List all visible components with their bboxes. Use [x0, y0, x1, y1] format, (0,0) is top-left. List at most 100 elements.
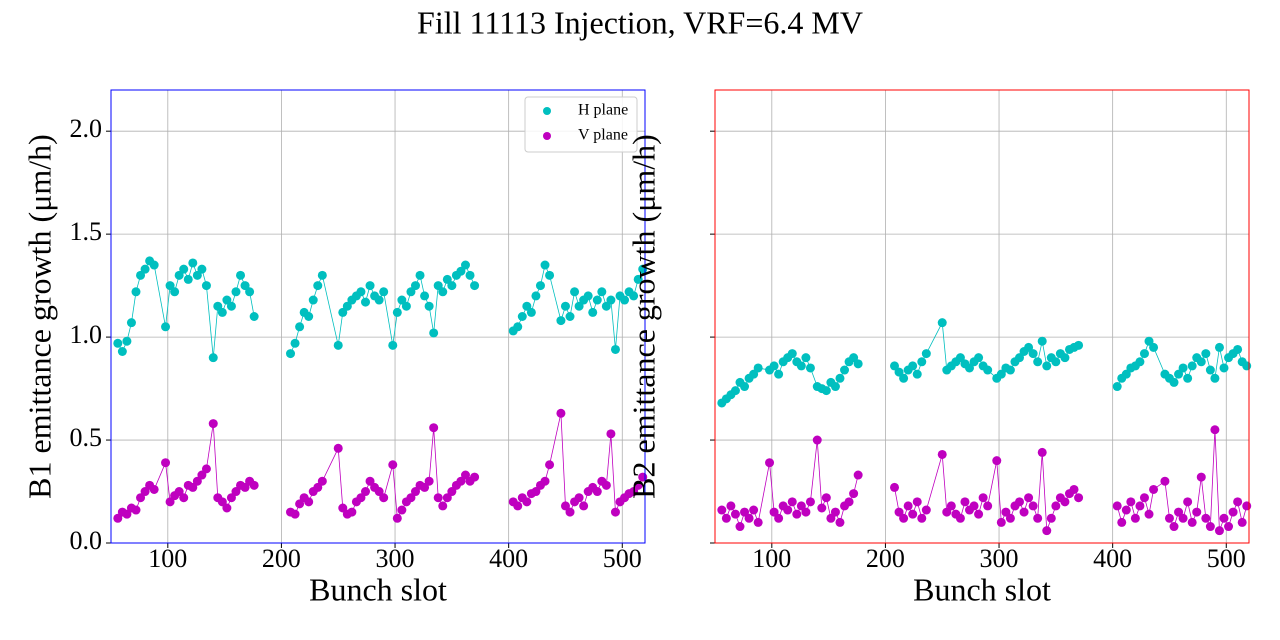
data-point — [540, 476, 550, 486]
data-point — [226, 301, 236, 311]
data-point — [1139, 493, 1149, 503]
data-point — [1028, 501, 1038, 511]
data-point — [592, 487, 602, 497]
data-point — [522, 497, 532, 507]
data-point — [365, 281, 375, 291]
data-point — [165, 497, 175, 507]
data-point — [379, 493, 389, 503]
data-point — [1060, 353, 1070, 363]
data-point — [213, 301, 223, 311]
data-point — [1169, 377, 1179, 387]
data-point — [317, 270, 327, 280]
data-point — [438, 501, 448, 511]
x-tick-label: 300 — [980, 544, 1019, 573]
data-point — [401, 301, 411, 311]
data-point — [1028, 349, 1038, 359]
data-point — [1033, 357, 1043, 367]
legend-label: V plane — [578, 127, 628, 144]
data-point — [583, 291, 593, 301]
data-point — [908, 361, 918, 371]
data-point — [140, 264, 150, 274]
data-point — [249, 480, 259, 490]
data-point — [149, 484, 159, 494]
data-point — [136, 270, 146, 280]
data-point — [974, 353, 984, 363]
data-point — [1219, 363, 1229, 373]
data-point — [765, 458, 775, 468]
data-point — [749, 505, 759, 515]
data-point — [812, 435, 822, 445]
data-point — [1169, 522, 1179, 532]
data-point — [890, 361, 900, 371]
data-point — [174, 270, 184, 280]
data-point — [1174, 369, 1184, 379]
data-point — [1196, 357, 1206, 367]
legend-box — [524, 96, 638, 153]
data-point — [456, 476, 466, 486]
data-point — [188, 482, 198, 492]
legend-marker — [543, 132, 551, 140]
data-point — [629, 487, 639, 497]
data-point — [1060, 497, 1070, 507]
data-point — [356, 287, 366, 297]
data-point — [456, 266, 466, 276]
data-point — [1201, 349, 1211, 359]
data-point — [744, 513, 754, 523]
data-point — [1033, 513, 1043, 523]
data-point — [197, 470, 207, 480]
data-point — [853, 359, 863, 369]
data-point — [397, 295, 407, 305]
data-point — [545, 270, 555, 280]
legend-marker — [543, 107, 551, 115]
data-point — [361, 487, 371, 497]
data-point — [1233, 344, 1243, 354]
data-point — [338, 307, 348, 317]
data-point — [140, 487, 150, 497]
data-point — [1242, 501, 1252, 511]
data-point — [740, 382, 750, 392]
data-point — [597, 287, 607, 297]
data-point — [849, 489, 859, 499]
y-tick-label: 2.0 — [70, 114, 103, 143]
x-tick-label: 100 — [148, 544, 187, 573]
data-point — [1205, 522, 1215, 532]
data-point — [1144, 509, 1154, 519]
data-point — [179, 264, 189, 274]
data-point — [1219, 513, 1229, 523]
data-point — [853, 470, 863, 480]
data-point — [730, 386, 740, 396]
data-point — [792, 509, 802, 519]
data-point — [1183, 497, 1193, 507]
data-point — [415, 270, 425, 280]
data-point — [1187, 517, 1197, 527]
data-point — [1210, 425, 1220, 435]
data-point — [826, 513, 836, 523]
data-point — [117, 347, 127, 357]
data-point — [1014, 353, 1024, 363]
data-point — [894, 367, 904, 377]
data-point — [1112, 382, 1122, 392]
x-tick-label: 400 — [489, 544, 528, 573]
data-point — [397, 505, 407, 515]
data-point — [410, 487, 420, 497]
data-point — [429, 328, 439, 338]
data-point — [470, 472, 480, 482]
data-point — [1160, 476, 1170, 486]
data-point — [574, 301, 584, 311]
data-point — [817, 503, 827, 513]
data-point — [1024, 493, 1034, 503]
data-point — [513, 501, 523, 511]
data-point — [717, 505, 727, 515]
data-point — [942, 507, 952, 517]
data-point — [796, 361, 806, 371]
data-point — [201, 464, 211, 474]
data-point — [236, 270, 246, 280]
data-point — [1130, 513, 1140, 523]
data-point — [774, 513, 784, 523]
data-point — [921, 505, 931, 515]
data-point — [1051, 501, 1061, 511]
data-point — [126, 318, 136, 328]
data-point — [917, 357, 927, 367]
data-point — [610, 344, 620, 354]
data-point — [601, 301, 611, 311]
